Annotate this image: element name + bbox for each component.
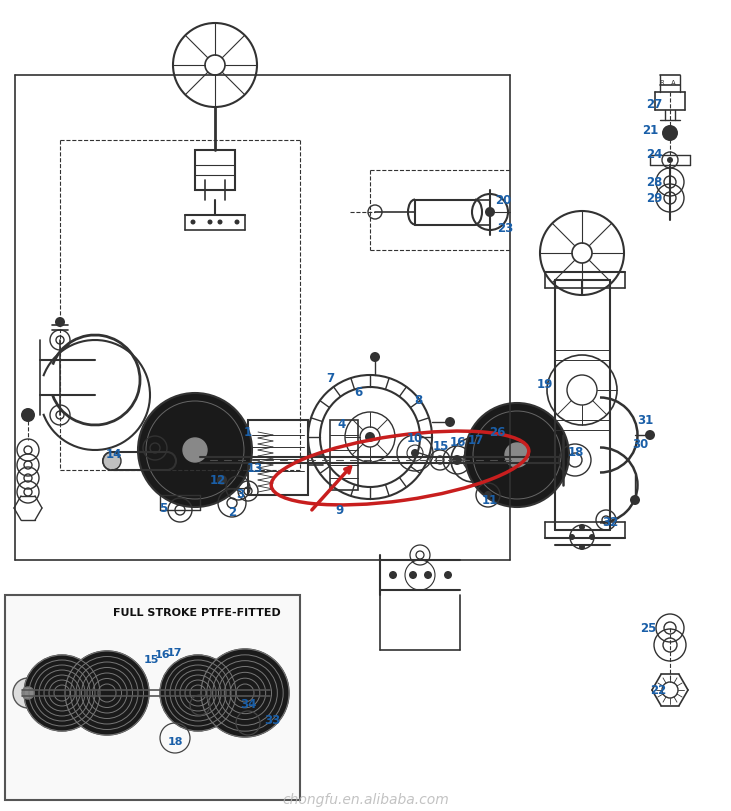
Text: 28: 28 bbox=[645, 177, 662, 190]
Circle shape bbox=[21, 408, 35, 422]
Text: 15: 15 bbox=[433, 440, 449, 453]
FancyBboxPatch shape bbox=[5, 595, 300, 800]
Circle shape bbox=[24, 655, 100, 731]
Circle shape bbox=[218, 220, 222, 225]
Circle shape bbox=[445, 417, 455, 427]
Circle shape bbox=[485, 207, 495, 217]
Circle shape bbox=[103, 452, 121, 470]
Text: 10: 10 bbox=[407, 431, 423, 444]
Text: chongfu.en.alibaba.com: chongfu.en.alibaba.com bbox=[282, 793, 449, 807]
Circle shape bbox=[411, 449, 419, 457]
Circle shape bbox=[157, 688, 167, 698]
Circle shape bbox=[424, 571, 432, 579]
Text: 31: 31 bbox=[637, 414, 653, 427]
Circle shape bbox=[65, 651, 149, 735]
Text: 1: 1 bbox=[244, 426, 252, 439]
Circle shape bbox=[365, 432, 375, 442]
Text: 22: 22 bbox=[650, 684, 666, 697]
Circle shape bbox=[201, 649, 289, 737]
Text: 34: 34 bbox=[195, 693, 211, 703]
Circle shape bbox=[630, 495, 640, 505]
Text: 2: 2 bbox=[228, 505, 236, 518]
Circle shape bbox=[55, 317, 65, 327]
Circle shape bbox=[667, 157, 673, 163]
Circle shape bbox=[409, 571, 417, 579]
Text: 30: 30 bbox=[632, 439, 648, 452]
Text: 3: 3 bbox=[236, 488, 244, 501]
Text: 11: 11 bbox=[482, 494, 498, 507]
Text: 20: 20 bbox=[495, 194, 511, 207]
Text: 18: 18 bbox=[568, 445, 584, 458]
Circle shape bbox=[170, 733, 180, 743]
Text: 21: 21 bbox=[642, 123, 658, 136]
Circle shape bbox=[444, 571, 452, 579]
Text: 23: 23 bbox=[497, 221, 513, 234]
Text: A: A bbox=[670, 80, 675, 86]
Circle shape bbox=[579, 544, 585, 550]
Text: 25: 25 bbox=[640, 621, 656, 634]
Circle shape bbox=[217, 475, 227, 485]
Circle shape bbox=[138, 393, 252, 507]
Circle shape bbox=[102, 688, 113, 698]
Text: 29: 29 bbox=[645, 191, 662, 204]
Circle shape bbox=[662, 125, 678, 141]
Circle shape bbox=[235, 220, 240, 225]
Text: 17: 17 bbox=[468, 434, 484, 447]
Text: 12: 12 bbox=[210, 474, 226, 487]
Text: 26: 26 bbox=[489, 426, 505, 439]
Circle shape bbox=[505, 443, 529, 467]
Text: 5: 5 bbox=[159, 501, 167, 514]
Circle shape bbox=[193, 689, 202, 697]
Text: 16: 16 bbox=[154, 650, 170, 660]
Circle shape bbox=[22, 687, 34, 699]
Circle shape bbox=[589, 534, 595, 540]
Text: 17: 17 bbox=[166, 648, 182, 658]
Circle shape bbox=[452, 455, 462, 465]
Text: 9: 9 bbox=[336, 504, 344, 517]
Circle shape bbox=[25, 690, 31, 696]
Circle shape bbox=[484, 491, 492, 499]
Text: 7: 7 bbox=[326, 371, 334, 384]
Circle shape bbox=[191, 220, 195, 225]
Text: 33: 33 bbox=[240, 710, 256, 720]
Circle shape bbox=[389, 571, 397, 579]
Circle shape bbox=[645, 430, 655, 440]
Text: 15: 15 bbox=[143, 655, 159, 665]
Text: 34: 34 bbox=[240, 698, 256, 711]
Circle shape bbox=[569, 534, 575, 540]
Circle shape bbox=[465, 403, 569, 507]
Text: FULL STROKE PTFE-FITTED: FULL STROKE PTFE-FITTED bbox=[113, 608, 281, 618]
Text: 18: 18 bbox=[167, 737, 183, 747]
Circle shape bbox=[469, 456, 477, 464]
Circle shape bbox=[160, 655, 236, 731]
Text: 24: 24 bbox=[645, 148, 662, 161]
Circle shape bbox=[13, 678, 43, 708]
Circle shape bbox=[240, 688, 251, 698]
Circle shape bbox=[370, 352, 380, 362]
Text: R: R bbox=[659, 80, 664, 86]
Text: 13: 13 bbox=[247, 461, 263, 474]
Circle shape bbox=[579, 524, 585, 530]
Circle shape bbox=[183, 438, 207, 462]
Text: 14: 14 bbox=[106, 448, 122, 461]
Circle shape bbox=[57, 689, 67, 697]
Text: 6: 6 bbox=[354, 385, 362, 398]
Text: 16: 16 bbox=[450, 436, 466, 448]
Text: 4: 4 bbox=[338, 418, 346, 431]
Text: 19: 19 bbox=[537, 379, 553, 392]
Circle shape bbox=[208, 220, 213, 225]
Text: 27: 27 bbox=[646, 98, 662, 111]
Circle shape bbox=[494, 444, 502, 452]
Text: 33: 33 bbox=[264, 714, 280, 727]
Text: 32: 32 bbox=[602, 516, 618, 529]
Text: 8: 8 bbox=[414, 393, 422, 406]
